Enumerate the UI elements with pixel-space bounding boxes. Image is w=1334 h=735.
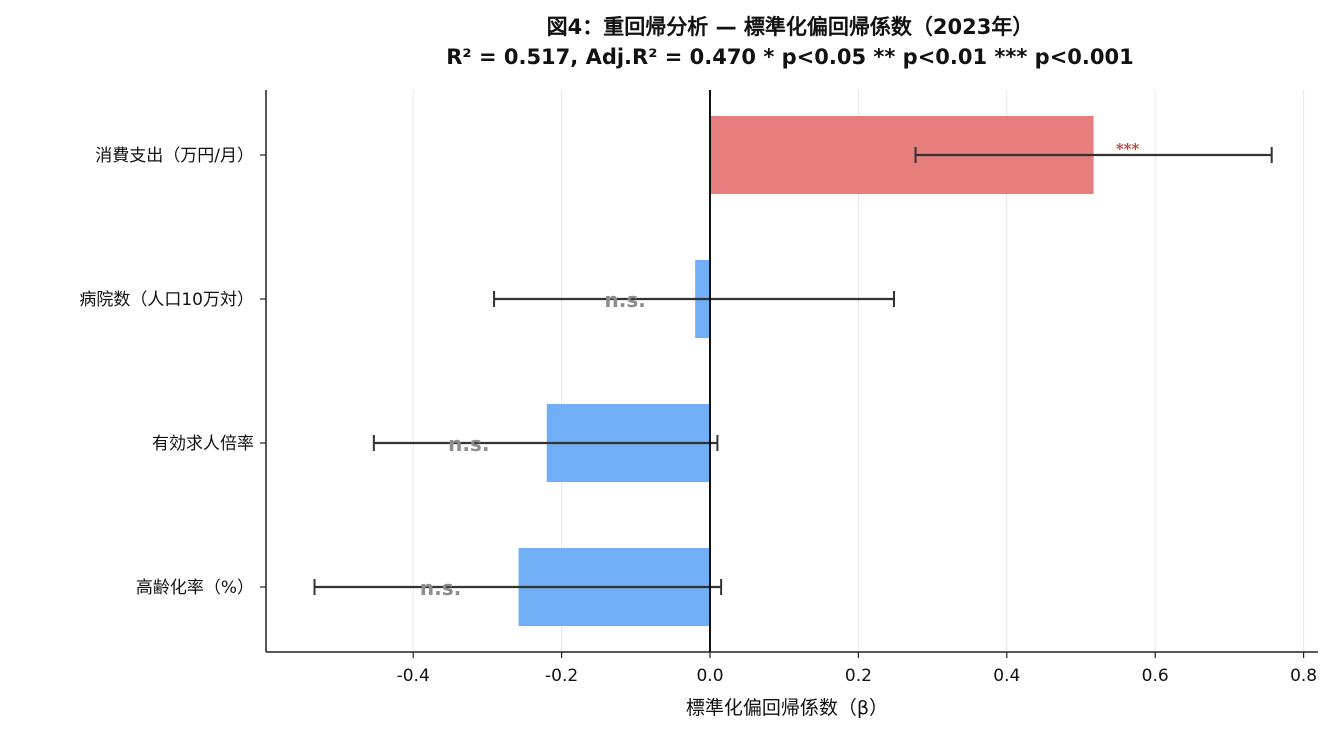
y-category-label-0: 消費支出（万円/月） [95, 146, 254, 166]
x-tick-label-6: 0.8 [1290, 666, 1317, 686]
chart-title: 図4：重回帰分析 — 標準化偏回帰係数（2023年） [547, 15, 1034, 39]
chart-subtitle: R² = 0.517, Adj.R² = 0.470 * p<0.05 ** p… [446, 45, 1133, 69]
y-category-label-3: 高齢化率（%） [136, 578, 254, 598]
y-category-label-2: 有効求人倍率 [152, 434, 254, 454]
significance-label-2: n.s. [448, 432, 489, 456]
x-tick-label-5: 0.6 [1142, 666, 1169, 686]
y-category-label-1: 病院数（人口10万対） [79, 290, 254, 310]
significance-label-0: *** [1116, 140, 1140, 158]
significance-label-3: n.s. [420, 576, 461, 600]
x-tick-label-2: 0.0 [696, 666, 723, 686]
axis-layer: -0.4 -0.2 0.0 0.2 0.4 0.6 0.8 消費支出（万円/月） 病院数（人口1… [79, 90, 1318, 686]
x-tick-label-3: 0.2 [845, 666, 872, 686]
x-tick-label-1: -0.2 [545, 666, 578, 686]
x-tick-label-4: 0.4 [993, 666, 1020, 686]
x-axis-label: 標準化偏回帰係数（β） [686, 697, 888, 719]
bar-layer: *** n.s. n.s. n.s. [313, 90, 1273, 652]
significance-label-1: n.s. [604, 288, 645, 312]
x-tick-label-0: -0.4 [397, 666, 430, 686]
